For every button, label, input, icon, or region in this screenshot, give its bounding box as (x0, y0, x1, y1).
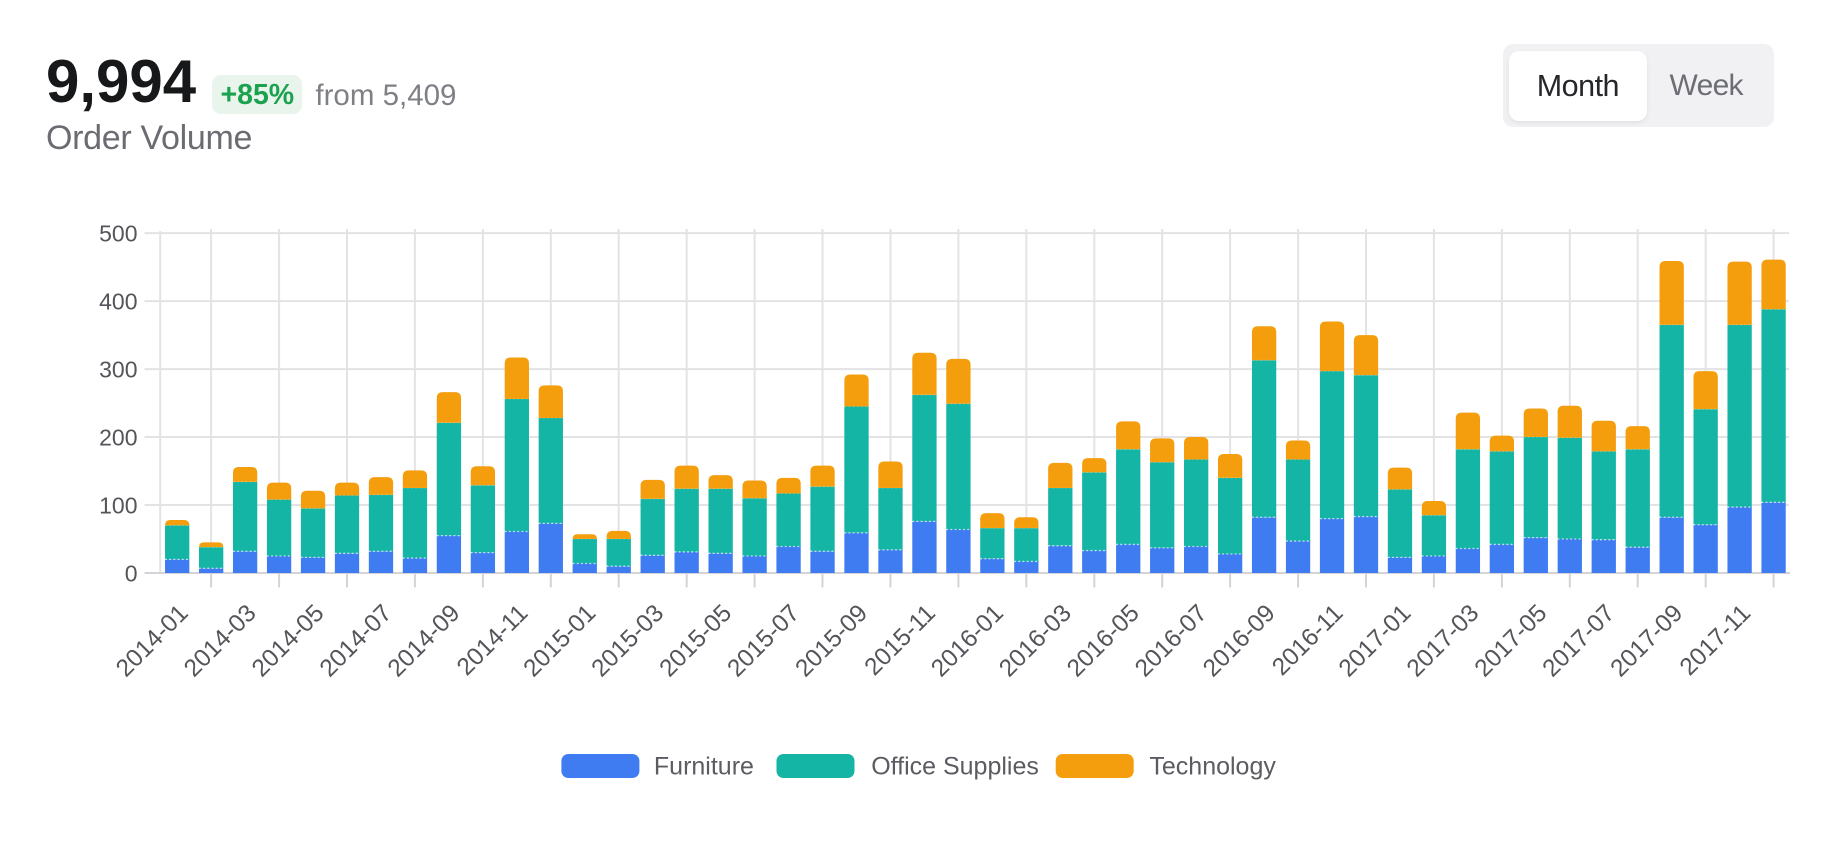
svg-text:2016-09: 2016-09 (1198, 600, 1281, 683)
svg-text:300: 300 (99, 356, 137, 382)
svg-text:2014-07: 2014-07 (315, 600, 398, 683)
svg-text:0: 0 (125, 560, 138, 586)
svg-text:2015-05: 2015-05 (654, 600, 737, 683)
svg-text:400: 400 (99, 288, 137, 314)
svg-text:2014-03: 2014-03 (179, 600, 262, 683)
svg-text:2015-11: 2015-11 (860, 600, 941, 681)
svg-text:2015-07: 2015-07 (722, 600, 805, 683)
svg-text:2017-09: 2017-09 (1606, 600, 1689, 683)
svg-text:2015-03: 2015-03 (587, 600, 670, 683)
svg-text:2017-03: 2017-03 (1402, 600, 1485, 683)
svg-text:2017-11: 2017-11 (1675, 600, 1756, 681)
svg-text:2015-09: 2015-09 (790, 600, 873, 683)
svg-text:2016-01: 2016-01 (926, 600, 1009, 683)
svg-text:200: 200 (99, 424, 137, 450)
svg-text:2014-11: 2014-11 (452, 600, 533, 681)
svg-text:2016-11: 2016-11 (1267, 600, 1348, 681)
svg-text:Office Supplies: Office Supplies (871, 753, 1039, 781)
svg-text:2016-05: 2016-05 (1062, 600, 1145, 683)
svg-text:2014-05: 2014-05 (247, 600, 330, 683)
svg-text:Furniture: Furniture (654, 753, 754, 781)
svg-text:2016-07: 2016-07 (1130, 600, 1213, 683)
svg-text:500: 500 (99, 220, 137, 246)
svg-text:2017-07: 2017-07 (1538, 600, 1621, 683)
svg-text:2017-05: 2017-05 (1470, 600, 1553, 683)
svg-text:2015-01: 2015-01 (519, 600, 602, 683)
svg-text:2017-01: 2017-01 (1334, 600, 1417, 683)
svg-text:Technology: Technology (1149, 753, 1276, 781)
svg-text:2014-09: 2014-09 (383, 600, 466, 683)
svg-text:2016-03: 2016-03 (994, 600, 1077, 683)
svg-text:100: 100 (99, 492, 137, 518)
svg-text:2014-01: 2014-01 (111, 600, 194, 683)
